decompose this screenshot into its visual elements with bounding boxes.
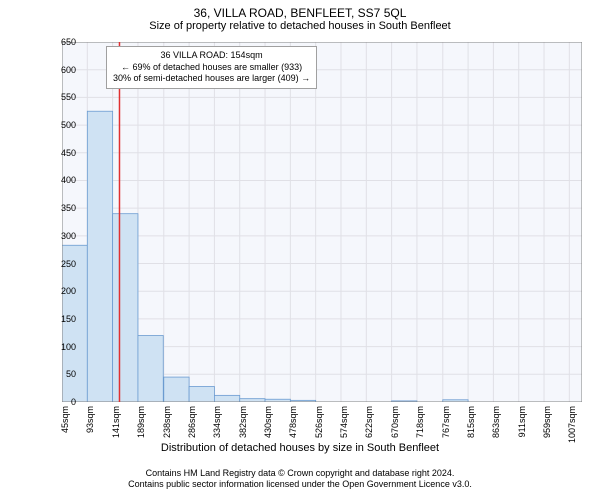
- footer-line2: Contains public sector information licen…: [0, 479, 600, 490]
- y-tick-label: 550: [46, 92, 76, 102]
- y-tick-label: 350: [46, 203, 76, 213]
- footer-line1: Contains HM Land Registry data © Crown c…: [0, 468, 600, 479]
- y-tick-label: 400: [46, 175, 76, 185]
- x-tick-label: 670sqm: [390, 406, 400, 446]
- y-tick-label: 100: [46, 342, 76, 352]
- x-tick-label: 526sqm: [314, 406, 324, 446]
- y-tick-label: 50: [46, 369, 76, 379]
- y-tick-label: 600: [46, 65, 76, 75]
- x-tick-label: 574sqm: [339, 406, 349, 446]
- x-tick-label: 863sqm: [491, 406, 501, 446]
- x-tick-label: 767sqm: [441, 406, 451, 446]
- x-tick-label: 478sqm: [288, 406, 298, 446]
- x-tick-label: 815sqm: [466, 406, 476, 446]
- chart-area: [62, 42, 582, 402]
- y-tick-label: 250: [46, 259, 76, 269]
- x-tick-label: 911sqm: [517, 406, 527, 446]
- annotation-line2: ← 69% of detached houses are smaller (93…: [113, 62, 310, 74]
- chart-subtitle: Size of property relative to detached ho…: [0, 20, 600, 36]
- x-tick-label: 238sqm: [162, 406, 172, 446]
- x-axis-label: Distribution of detached houses by size …: [0, 442, 600, 454]
- x-tick-label: 959sqm: [542, 406, 552, 446]
- y-tick-label: 450: [46, 148, 76, 158]
- x-tick-label: 286sqm: [187, 406, 197, 446]
- y-tick-label: 300: [46, 231, 76, 241]
- x-tick-label: 1007sqm: [567, 406, 577, 446]
- chart-footer: Contains HM Land Registry data © Crown c…: [0, 468, 600, 490]
- chart-container: 36, VILLA ROAD, BENFLEET, SS7 5QL Size o…: [0, 0, 600, 500]
- y-tick-label: 150: [46, 314, 76, 324]
- x-tick-label: 189sqm: [136, 406, 146, 446]
- x-tick-label: 93sqm: [85, 406, 95, 446]
- x-tick-label: 382sqm: [238, 406, 248, 446]
- y-tick-label: 500: [46, 120, 76, 130]
- x-tick-label: 718sqm: [415, 406, 425, 446]
- y-tick-label: 650: [46, 37, 76, 47]
- x-tick-label: 622sqm: [364, 406, 374, 446]
- x-tick-label: 430sqm: [263, 406, 273, 446]
- histogram-plot: [62, 42, 582, 402]
- x-tick-label: 334sqm: [212, 406, 222, 446]
- x-tick-label: 45sqm: [60, 406, 70, 446]
- annotation-line1: 36 VILLA ROAD: 154sqm: [113, 50, 310, 62]
- annotation-line3: 30% of semi-detached houses are larger (…: [113, 73, 310, 85]
- annotation-box: 36 VILLA ROAD: 154sqm ← 69% of detached …: [106, 46, 317, 89]
- chart-title: 36, VILLA ROAD, BENFLEET, SS7 5QL: [0, 0, 600, 20]
- y-tick-label: 200: [46, 286, 76, 296]
- x-tick-label: 141sqm: [111, 406, 121, 446]
